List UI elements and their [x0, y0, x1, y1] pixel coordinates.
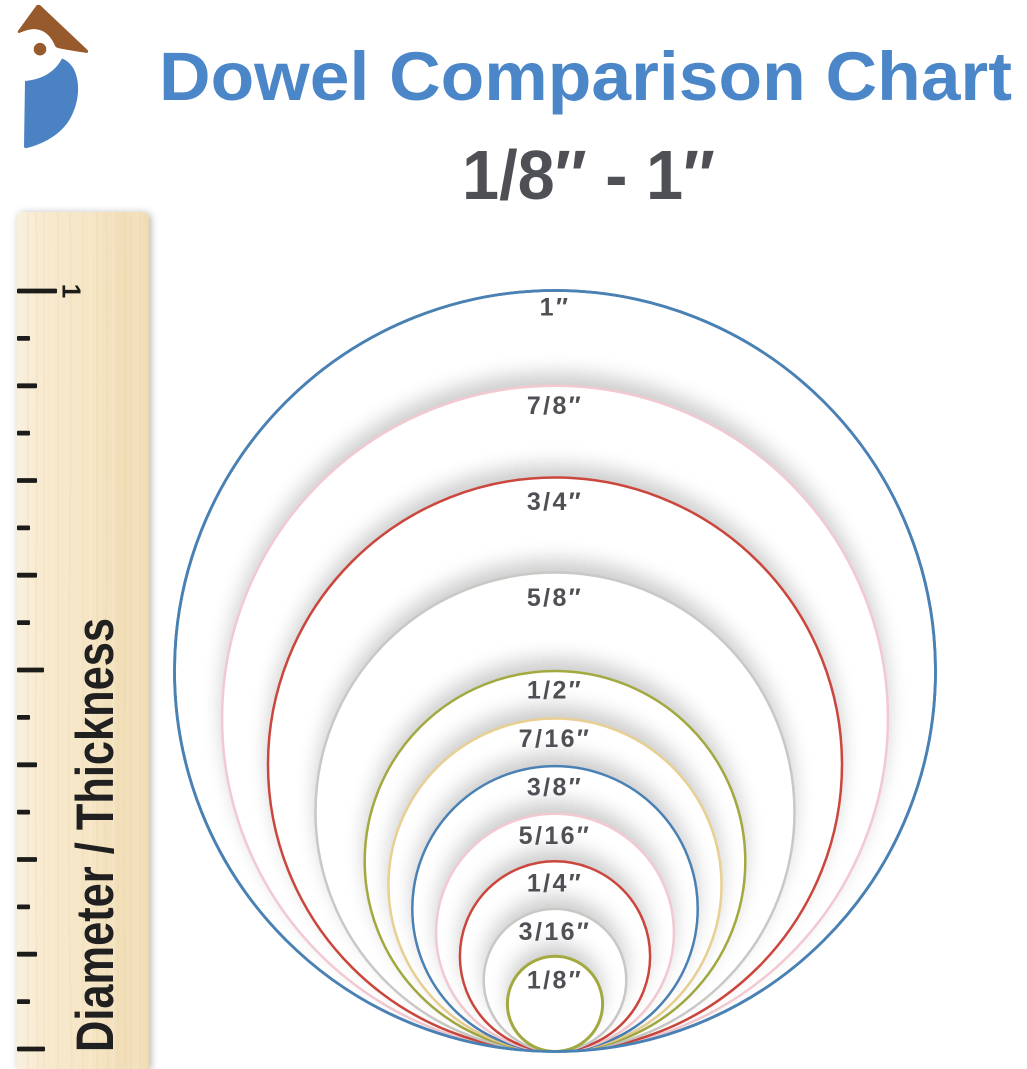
svg-text:7/8″: 7/8″ [527, 392, 583, 420]
svg-text:5/16″: 5/16″ [519, 822, 592, 850]
svg-text:1″: 1″ [540, 294, 571, 322]
svg-text:1/2″: 1/2″ [527, 677, 583, 705]
svg-text:7/16″: 7/16″ [519, 725, 592, 753]
svg-text:1/8″ - 1″: 1/8″ - 1″ [462, 136, 715, 214]
svg-text:1/4″: 1/4″ [527, 870, 583, 898]
svg-text:Dowel Comparison Chart: Dowel Comparison Chart [159, 38, 1012, 115]
svg-text:3/8″: 3/8″ [527, 774, 583, 802]
svg-text:5/8″: 5/8″ [527, 584, 583, 612]
svg-text:3/4″: 3/4″ [527, 488, 583, 516]
svg-text:Diameter / Thickness: Diameter / Thickness [66, 618, 125, 1052]
svg-text:1/8″: 1/8″ [527, 967, 583, 995]
svg-text:1: 1 [57, 284, 87, 298]
svg-text:3/16″: 3/16″ [519, 918, 592, 946]
